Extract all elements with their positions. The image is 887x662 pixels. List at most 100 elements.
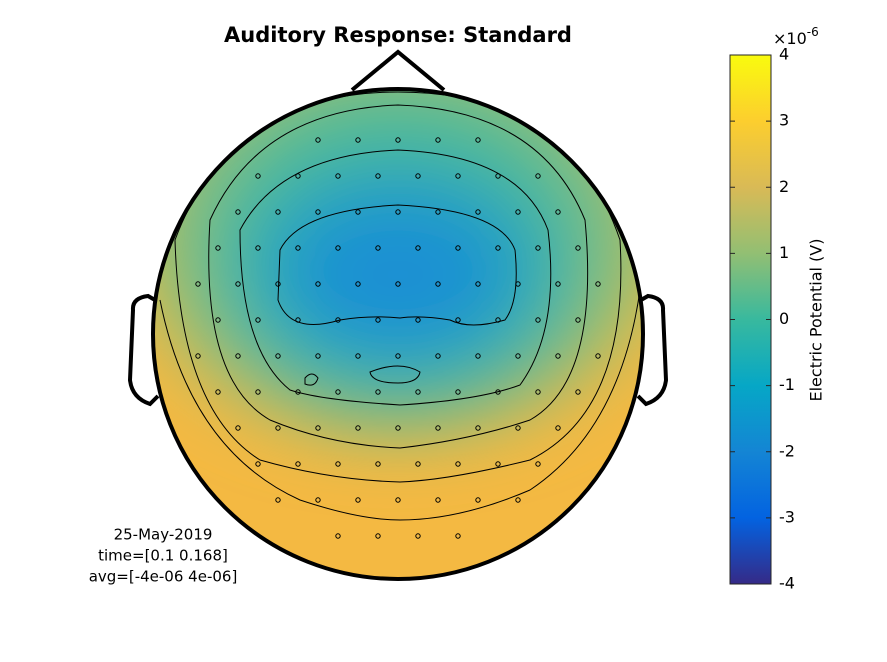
electrode	[415, 173, 421, 179]
electrode	[335, 317, 341, 323]
electrode	[475, 353, 481, 359]
electrode	[595, 353, 601, 359]
electrode	[535, 461, 541, 467]
electrode	[275, 209, 281, 215]
electrode	[415, 389, 421, 395]
electrode	[575, 245, 581, 251]
electrode	[235, 209, 241, 215]
electrode	[495, 245, 501, 251]
electrode	[595, 281, 601, 287]
electrode	[475, 137, 481, 143]
electrode	[435, 281, 441, 287]
electrode	[355, 209, 361, 215]
electrode	[415, 317, 421, 323]
electrode	[295, 173, 301, 179]
electrode	[495, 173, 501, 179]
colorbar-tick-label: -1	[779, 375, 795, 394]
colorbar-tick-label: 0	[779, 309, 789, 328]
electrode	[195, 281, 201, 287]
electrode	[455, 389, 461, 395]
electrode	[575, 389, 581, 395]
nose	[350, 49, 446, 92]
electrode	[395, 425, 401, 431]
electrode	[335, 245, 341, 251]
electrode	[515, 497, 521, 503]
electrode	[475, 497, 481, 503]
electrode	[555, 425, 561, 431]
colorbar-tick-label: 2	[779, 177, 789, 196]
colorbar-tick-label: 4	[779, 45, 789, 64]
electrode	[555, 353, 561, 359]
electrode	[295, 245, 301, 251]
electrode	[435, 209, 441, 215]
electrode	[355, 497, 361, 503]
electrode	[535, 173, 541, 179]
left-ear	[127, 293, 160, 407]
electrode	[315, 497, 321, 503]
electrode	[355, 425, 361, 431]
electrode	[375, 245, 381, 251]
annotation: time=[0.1 0.168]	[98, 547, 228, 565]
electrode	[275, 497, 281, 503]
electrode	[215, 317, 221, 323]
electrode	[215, 389, 221, 395]
electrode	[195, 353, 201, 359]
electrode	[455, 533, 461, 539]
colorbar-tick-label: -3	[779, 507, 795, 526]
electrodes	[195, 137, 601, 539]
electrode	[315, 281, 321, 287]
electrode	[475, 425, 481, 431]
right-ear	[636, 293, 669, 407]
colorbar-multiplier: ×10-6	[773, 25, 819, 48]
electrode	[435, 353, 441, 359]
electrode	[295, 389, 301, 395]
colorbar-tick-label: 3	[779, 111, 789, 130]
electrode	[255, 389, 261, 395]
electrode	[535, 317, 541, 323]
electrode	[355, 353, 361, 359]
electrode	[515, 209, 521, 215]
electrode	[535, 245, 541, 251]
electrode	[375, 317, 381, 323]
colorbar-tick-label: -4	[779, 574, 795, 593]
electrode	[275, 353, 281, 359]
electrode	[235, 353, 241, 359]
electrode	[475, 281, 481, 287]
electrode	[335, 461, 341, 467]
annotation: avg=[-4e-06 4e-06]	[89, 568, 238, 586]
electrode	[255, 173, 261, 179]
electrode	[275, 425, 281, 431]
electrode	[255, 461, 261, 467]
electrode	[315, 137, 321, 143]
colorbar	[729, 54, 772, 585]
electrode	[455, 461, 461, 467]
electrode	[535, 389, 541, 395]
electrode	[435, 137, 441, 143]
electrode	[395, 209, 401, 215]
electrode	[235, 425, 241, 431]
multiplier-exponent: -6	[807, 25, 819, 39]
electrode	[475, 209, 481, 215]
electrode	[395, 137, 401, 143]
electrode	[335, 173, 341, 179]
electrode	[255, 317, 261, 323]
electrode	[375, 461, 381, 467]
electrode	[315, 425, 321, 431]
colorbar-label: Electric Potential (V)	[807, 239, 826, 402]
head-outline	[151, 87, 645, 581]
electrode	[515, 281, 521, 287]
colorbar-tick-label: 1	[779, 243, 789, 262]
electrode	[515, 425, 521, 431]
electrode	[375, 533, 381, 539]
electrode	[495, 461, 501, 467]
electrode	[395, 281, 401, 287]
electrode	[435, 497, 441, 503]
electrode	[515, 353, 521, 359]
electrode	[555, 209, 561, 215]
electrode	[455, 245, 461, 251]
electrode	[255, 245, 261, 251]
colorbar-tick-label: -2	[779, 441, 795, 460]
electrode	[495, 317, 501, 323]
electrode	[275, 281, 281, 287]
